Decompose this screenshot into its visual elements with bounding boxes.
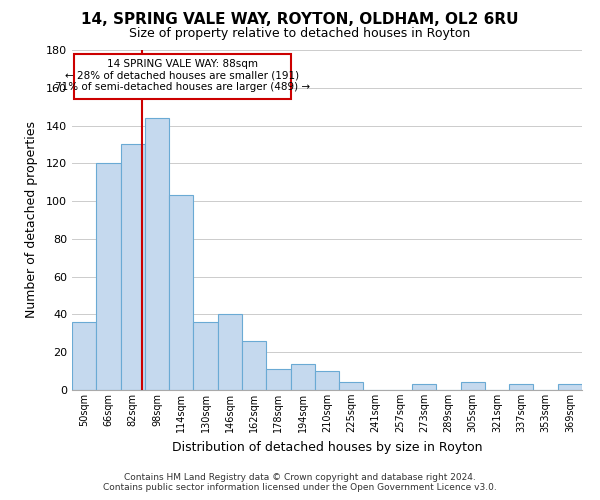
Y-axis label: Number of detached properties: Number of detached properties [25,122,38,318]
Text: 71% of semi-detached houses are larger (489) →: 71% of semi-detached houses are larger (… [55,82,310,92]
X-axis label: Distribution of detached houses by size in Royton: Distribution of detached houses by size … [172,440,482,454]
Bar [242,341,266,390]
Bar [145,118,169,390]
Text: ← 28% of detached houses are smaller (191): ← 28% of detached houses are smaller (19… [65,71,299,81]
Bar [509,384,533,390]
Bar [218,314,242,390]
Bar [193,322,218,390]
Bar [96,164,121,390]
FancyBboxPatch shape [74,54,290,99]
Bar [290,364,315,390]
Bar [266,369,290,390]
Text: Contains HM Land Registry data © Crown copyright and database right 2024.
Contai: Contains HM Land Registry data © Crown c… [103,473,497,492]
Bar [72,322,96,390]
Text: 14, SPRING VALE WAY, ROYTON, OLDHAM, OL2 6RU: 14, SPRING VALE WAY, ROYTON, OLDHAM, OL2… [81,12,519,28]
Bar [315,371,339,390]
Bar [461,382,485,390]
Bar [121,144,145,390]
Text: 14 SPRING VALE WAY: 88sqm: 14 SPRING VALE WAY: 88sqm [107,60,258,70]
Bar [169,196,193,390]
Text: Size of property relative to detached houses in Royton: Size of property relative to detached ho… [130,28,470,40]
Bar [412,384,436,390]
Bar [339,382,364,390]
Bar [558,384,582,390]
